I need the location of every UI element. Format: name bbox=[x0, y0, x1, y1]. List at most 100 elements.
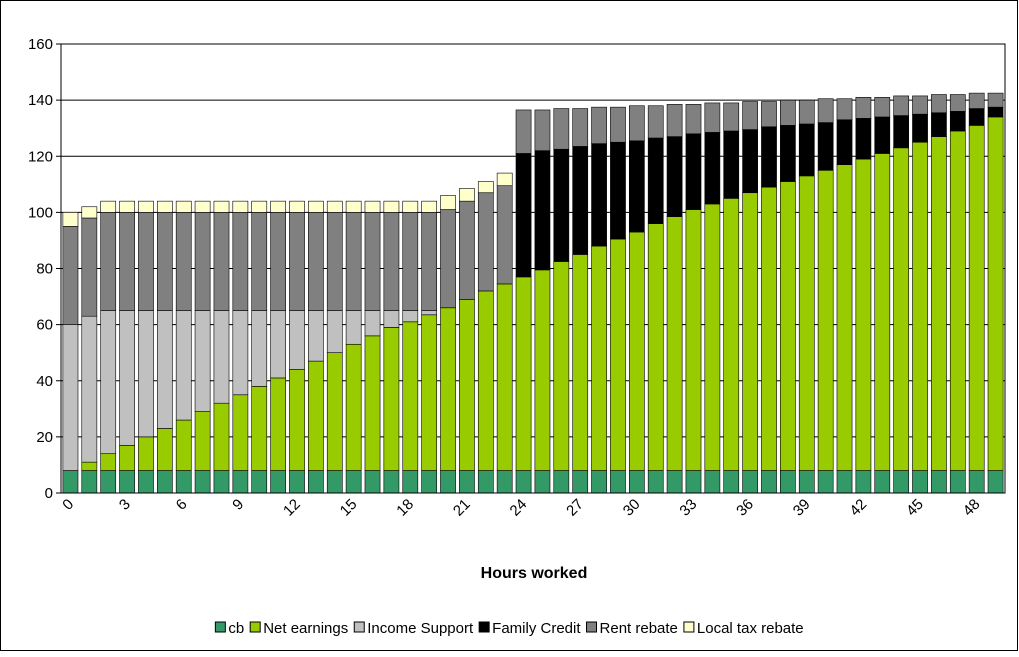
bar-segment bbox=[628, 470, 645, 494]
bar-segment bbox=[270, 310, 286, 379]
bar-segment bbox=[591, 106, 607, 144]
bar-segment bbox=[780, 181, 796, 471]
legend-label: Net earnings bbox=[263, 620, 348, 637]
bar-segment bbox=[912, 141, 928, 471]
bar-segment bbox=[326, 352, 343, 471]
bar-segment bbox=[251, 310, 268, 387]
bar-segment bbox=[421, 200, 438, 213]
bar-segment bbox=[138, 200, 154, 213]
bar-segment bbox=[81, 461, 98, 471]
bar-segment bbox=[496, 172, 513, 187]
bar-segment bbox=[194, 411, 211, 471]
bar-segment bbox=[931, 94, 947, 114]
bar-segment bbox=[553, 470, 570, 494]
bar-segment bbox=[289, 200, 305, 213]
bar-segment bbox=[855, 470, 872, 494]
bar-segment bbox=[289, 212, 305, 311]
bar-segment bbox=[138, 436, 154, 471]
legend-label: Family Credit bbox=[492, 620, 581, 637]
bar-segment bbox=[326, 212, 343, 311]
legend-swatch bbox=[353, 621, 365, 633]
bar-segment bbox=[496, 283, 513, 471]
bar-segment bbox=[666, 104, 683, 137]
bar-segment bbox=[364, 470, 381, 494]
bar-segment bbox=[308, 212, 324, 311]
bar-segment bbox=[874, 116, 891, 154]
bar-segment bbox=[949, 111, 966, 132]
bar-segment bbox=[402, 321, 419, 471]
bar-segment bbox=[931, 112, 947, 137]
bar-segment bbox=[308, 360, 324, 471]
bar-segment bbox=[723, 102, 740, 132]
bar-segment bbox=[647, 223, 664, 471]
bar-segment bbox=[138, 470, 154, 494]
bar-segment bbox=[156, 470, 173, 494]
legend-label: Rent rebate bbox=[600, 620, 678, 637]
y-tick-label: 160 bbox=[28, 36, 53, 53]
bar-segment bbox=[874, 153, 891, 471]
bar-segment bbox=[100, 212, 117, 311]
bar-segment bbox=[761, 186, 777, 471]
bar-segment bbox=[289, 310, 305, 370]
y-tick-label: 0 bbox=[45, 485, 53, 502]
bar-segment bbox=[421, 212, 438, 311]
bar-segment bbox=[100, 310, 117, 455]
bar-segment bbox=[817, 98, 834, 123]
bar-segment bbox=[496, 185, 513, 285]
bar-segment bbox=[553, 148, 570, 262]
bar-segment bbox=[119, 200, 135, 213]
bar-segment bbox=[175, 310, 192, 421]
bar-segment bbox=[798, 99, 815, 125]
bar-segment bbox=[931, 136, 947, 471]
bar-segment bbox=[308, 310, 324, 362]
bar-segment bbox=[62, 212, 79, 227]
bar-segment bbox=[742, 192, 758, 471]
bar-segment bbox=[874, 470, 891, 494]
bar-segment bbox=[704, 132, 721, 205]
bar-segment bbox=[326, 200, 343, 213]
bar-segment bbox=[855, 118, 872, 160]
bar-segment bbox=[628, 231, 645, 471]
bar-segment bbox=[270, 200, 286, 213]
bar-segment bbox=[213, 470, 230, 494]
bar-segment bbox=[968, 92, 985, 109]
bar-segment bbox=[780, 99, 796, 126]
y-tick-label: 100 bbox=[28, 204, 53, 221]
bar-segment bbox=[326, 470, 343, 494]
bar-segment bbox=[855, 158, 872, 471]
bar-segment bbox=[364, 335, 381, 471]
bar-segment bbox=[949, 470, 966, 494]
bar-segment bbox=[610, 141, 626, 240]
bar-segment bbox=[912, 113, 928, 143]
bar-segment bbox=[289, 470, 305, 494]
bar-segment bbox=[81, 315, 98, 463]
bar-segment bbox=[836, 98, 853, 121]
bar-segment bbox=[685, 209, 702, 471]
bar-segment bbox=[742, 101, 758, 130]
bar-segment bbox=[459, 299, 475, 471]
bar-segment bbox=[893, 95, 910, 116]
bar-segment bbox=[534, 470, 551, 494]
bar-segment bbox=[100, 200, 117, 213]
bar-segment bbox=[194, 470, 211, 494]
bar-segment bbox=[836, 164, 853, 471]
bar-segment bbox=[893, 115, 910, 149]
bar-segment bbox=[138, 212, 154, 311]
bar-segment bbox=[402, 310, 419, 323]
bar-segment bbox=[666, 136, 683, 217]
legend-label: Income Support bbox=[367, 620, 474, 637]
y-tick-label: 20 bbox=[36, 429, 53, 446]
bar-segment bbox=[345, 200, 362, 213]
bar-segment bbox=[572, 470, 589, 494]
bar-segment bbox=[345, 310, 362, 345]
bar-segment bbox=[119, 212, 135, 311]
bar-segment bbox=[987, 116, 1004, 471]
bar-segment bbox=[534, 109, 551, 151]
bar-segment bbox=[402, 200, 419, 213]
bar-segment bbox=[742, 129, 758, 194]
legend-swatch bbox=[214, 621, 226, 633]
bar-segment bbox=[685, 470, 702, 494]
bar-segment bbox=[421, 314, 438, 471]
bar-segment bbox=[515, 153, 532, 278]
bar-segment bbox=[704, 203, 721, 471]
